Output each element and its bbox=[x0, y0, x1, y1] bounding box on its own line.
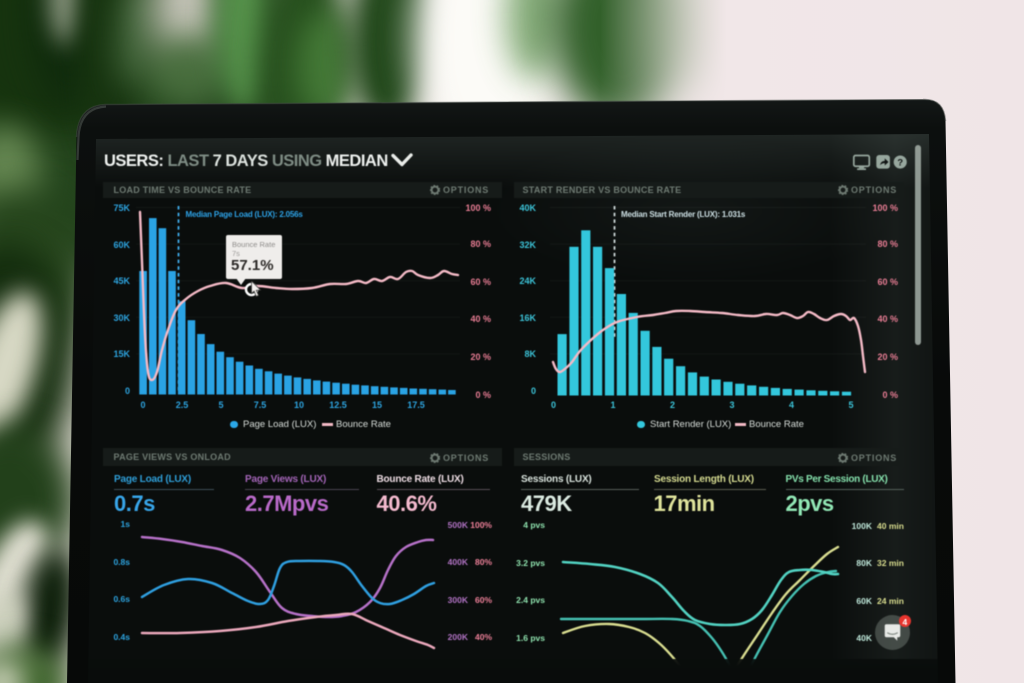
svg-text:?: ? bbox=[897, 157, 903, 167]
